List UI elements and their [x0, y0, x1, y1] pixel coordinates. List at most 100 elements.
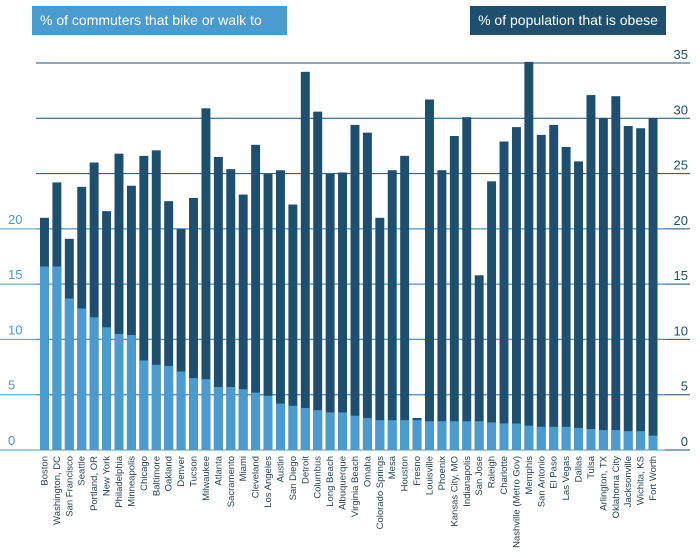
category-label: Sacramento [226, 456, 237, 507]
commuter-bar [40, 266, 49, 450]
obesity-bar [462, 117, 472, 451]
commuter-bar [561, 426, 571, 450]
category-label: Las Vegas [561, 456, 572, 501]
category-label: Washington, DC [52, 456, 63, 525]
category-label: Indianapolis [462, 456, 473, 507]
obesity-bar [176, 228, 186, 450]
category-label: Fresno [412, 456, 423, 486]
category-label: Louisville [424, 456, 435, 495]
obesity-bar [313, 111, 323, 450]
commuter-bar [636, 431, 646, 450]
right-tick-label: 15 [674, 268, 688, 283]
category-label: Jacksonville [623, 456, 634, 507]
category-label: Atlanta [213, 455, 224, 485]
commuter-bar [300, 407, 310, 450]
commuter-bar [89, 317, 99, 450]
commuter-bar [176, 371, 186, 450]
category-label: Tucson [189, 456, 200, 487]
category-label: Dallas [574, 456, 585, 483]
commuter-bar [52, 266, 62, 450]
obesity-bar [238, 194, 248, 450]
commuter-bar [412, 420, 422, 450]
commuter-bar [238, 389, 248, 450]
commuter-bar [474, 421, 484, 450]
commuter-bar [362, 417, 372, 450]
obesity-bar [325, 173, 335, 451]
category-label: Nashville (Metro Gov) [511, 456, 522, 548]
obesity-bar [511, 127, 521, 450]
commuter-bar [524, 425, 534, 450]
category-label: Memphis [524, 456, 535, 495]
category-label: Houston [400, 456, 411, 491]
obesity-bar [536, 134, 546, 450]
category-label: Austin [275, 456, 286, 482]
right-tick-label: 20 [674, 213, 688, 228]
category-label: Minneapolis [126, 456, 137, 507]
commuter-bar [114, 333, 124, 450]
obesity-bar [387, 170, 397, 451]
category-label: Cleveland [251, 456, 262, 498]
right-tick-label: 25 [674, 158, 688, 173]
category-label: Colorado Springs [375, 456, 386, 530]
obesity-bar [114, 153, 124, 450]
commuter-bar [350, 415, 360, 450]
commuter-bar [623, 431, 633, 450]
obesity-bar [574, 161, 584, 450]
right-tick-label: 5 [681, 379, 688, 394]
category-label: Omaha [362, 455, 373, 487]
obesity-bar [648, 118, 658, 451]
commuter-bar [574, 427, 584, 450]
obesity-bar [586, 95, 596, 451]
right-tick-label: 35 [674, 47, 688, 62]
obesity-bar [375, 217, 385, 450]
category-label: Wichita, KS [636, 456, 647, 505]
left-tick-label: 10 [8, 322, 22, 337]
obesity-bar [213, 156, 223, 450]
obesity-bar [437, 170, 447, 451]
obesity-bar [350, 124, 360, 451]
obesity-bar [362, 132, 372, 450]
obesity-bar [151, 150, 161, 450]
commuter-bar [499, 423, 509, 450]
commuter-bar [586, 428, 596, 450]
category-label: Arlington, TX [598, 455, 609, 510]
commuter-bar [126, 335, 136, 450]
commuter-bar [598, 430, 608, 450]
category-label: Philadelphia [114, 455, 125, 507]
commuter-bar [164, 365, 174, 450]
category-label: Long Beach [325, 456, 336, 507]
category-label: Raleigh [487, 456, 498, 488]
obesity-bar [636, 128, 646, 451]
category-label: Kansas City, MO [449, 456, 460, 527]
category-label: Denver [176, 456, 187, 487]
obesity-bar [89, 162, 99, 450]
left-tick-label: 5 [8, 378, 15, 393]
commuter-bar [102, 327, 112, 450]
obesity-bar [598, 118, 608, 451]
category-label: Milwaukee [201, 456, 212, 501]
obesity-bar [226, 169, 236, 451]
legend-commuters: % of commuters that bike or walk to work [32, 6, 287, 57]
commuter-bar [375, 420, 385, 450]
commuter-bar [400, 420, 410, 450]
category-label: Albuquerque [338, 456, 349, 510]
category-label: Miami [238, 456, 249, 481]
category-label: San Francisco [64, 456, 75, 517]
commuter-bar [449, 421, 459, 450]
obesity-bar [524, 61, 534, 450]
commuter-bar [151, 364, 161, 450]
category-label: San Jose [474, 456, 485, 496]
commuter-bar [425, 421, 434, 450]
commuter-bar [387, 420, 397, 450]
obesity-bar [251, 144, 261, 450]
category-label: Mesa [387, 455, 398, 479]
commuter-bar [511, 423, 521, 450]
obesity-bar [623, 126, 633, 451]
right-axis-ticks: 0 5 10 15 20 25 30 35 [674, 47, 688, 449]
commuter-bar [648, 435, 658, 450]
category-label: Portland, OR [89, 456, 100, 511]
commuter-bar [189, 378, 198, 450]
obesity-bar [275, 170, 285, 451]
commuter-bar [437, 421, 447, 450]
left-tick-label: 0 [8, 433, 15, 448]
